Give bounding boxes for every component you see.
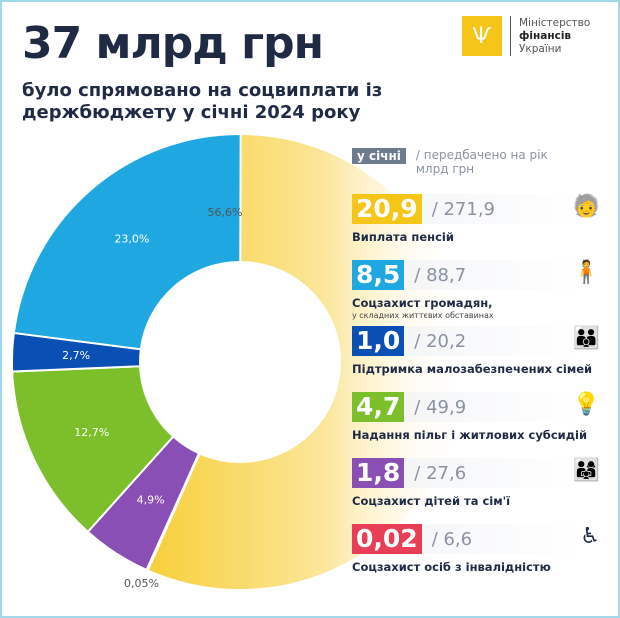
item-label: Соцзахист осіб з інвалідністю bbox=[352, 560, 551, 574]
annual-plan: / 27,6 bbox=[414, 462, 467, 484]
utilities-icon: 💡 bbox=[572, 392, 600, 417]
annual-plan: / 20,2 bbox=[414, 330, 467, 352]
legend-note: / передбачено на рік млрд грн bbox=[415, 148, 548, 176]
month-value: 1,8 bbox=[352, 458, 405, 488]
citizens-icon: 🧍 bbox=[572, 260, 600, 285]
annual-plan: / 6,6 bbox=[431, 528, 473, 550]
annual-plan: / 88,7 bbox=[414, 264, 467, 286]
logo-line3: України bbox=[519, 42, 562, 55]
slice-5 bbox=[12, 133, 242, 351]
legend-item: 0,02/ 6,6 Соцзахист осіб з інвалідністю … bbox=[352, 524, 614, 590]
slice-label: 12,7% bbox=[74, 426, 109, 439]
item-sublabel: у складних життєвих обставинах bbox=[352, 311, 494, 320]
item-label: Підтримка малозабезпечених сімей bbox=[352, 362, 593, 376]
slice-label: 0,05% bbox=[124, 577, 159, 590]
month-value: 8,5 bbox=[352, 260, 405, 290]
annual-plan: / 271,9 bbox=[431, 198, 496, 220]
slice-3 bbox=[11, 365, 175, 534]
legend-panel: у січні / передбачено на рік млрд грн 20… bbox=[352, 148, 614, 590]
item-label: Надання пільг і житлових субсидій bbox=[352, 428, 588, 442]
divider bbox=[510, 16, 511, 56]
children-icon: 👨‍👩‍👧 bbox=[572, 458, 600, 483]
month-value: 4,7 bbox=[352, 392, 405, 422]
wheelchair-icon: ♿ bbox=[580, 524, 600, 549]
legend-item: 1,0 / 20,2 Підтримка малозабезпечених сім… bbox=[352, 326, 614, 392]
pensioners-icon: 🧓 bbox=[572, 194, 600, 219]
trident-icon: Ѱ bbox=[462, 16, 502, 56]
ministry-logo: Ѱ Міністерство фінансів України bbox=[462, 16, 590, 56]
legend-tag: у січні bbox=[352, 148, 406, 164]
legend-item: 8,5 / 88,7 Соцзахист громадян, у складних… bbox=[352, 260, 614, 326]
annual-plan: / 49,9 bbox=[414, 396, 467, 418]
logo-line2: фінансів bbox=[519, 29, 572, 42]
legend-item: 4,7 / 49,9 Надання пільг і житлових субси… bbox=[352, 392, 614, 458]
page-title: 37 млрд грн bbox=[22, 18, 324, 69]
logo-line1: Міністерство bbox=[519, 16, 591, 29]
family-icon: 👪 bbox=[572, 326, 600, 351]
month-value: 1,0 bbox=[352, 326, 405, 356]
slice-label: 23,0% bbox=[114, 233, 149, 246]
item-label: Соцзахист дітей та сім'ї bbox=[352, 494, 511, 508]
page-subtitle: було спрямовано на соцвиплати із держбюд… bbox=[22, 80, 383, 123]
item-label: Соцзахист громадян, bbox=[352, 296, 493, 310]
legend-item: 1,8 / 27,6 Соцзахист дітей та сім'ї 👨‍👩‍👧 bbox=[352, 458, 614, 524]
slice-label: 2,7% bbox=[62, 349, 90, 362]
item-label: Виплата пенсій bbox=[352, 230, 454, 244]
month-value: 20,9 bbox=[352, 194, 422, 224]
legend-item: 20,9 / 271,9 Виплата пенсій 🧓 bbox=[352, 194, 614, 260]
slice-label: 56,6% bbox=[208, 206, 243, 219]
slice-label: 4,9% bbox=[137, 493, 165, 506]
month-value: 0,02 bbox=[352, 524, 422, 554]
